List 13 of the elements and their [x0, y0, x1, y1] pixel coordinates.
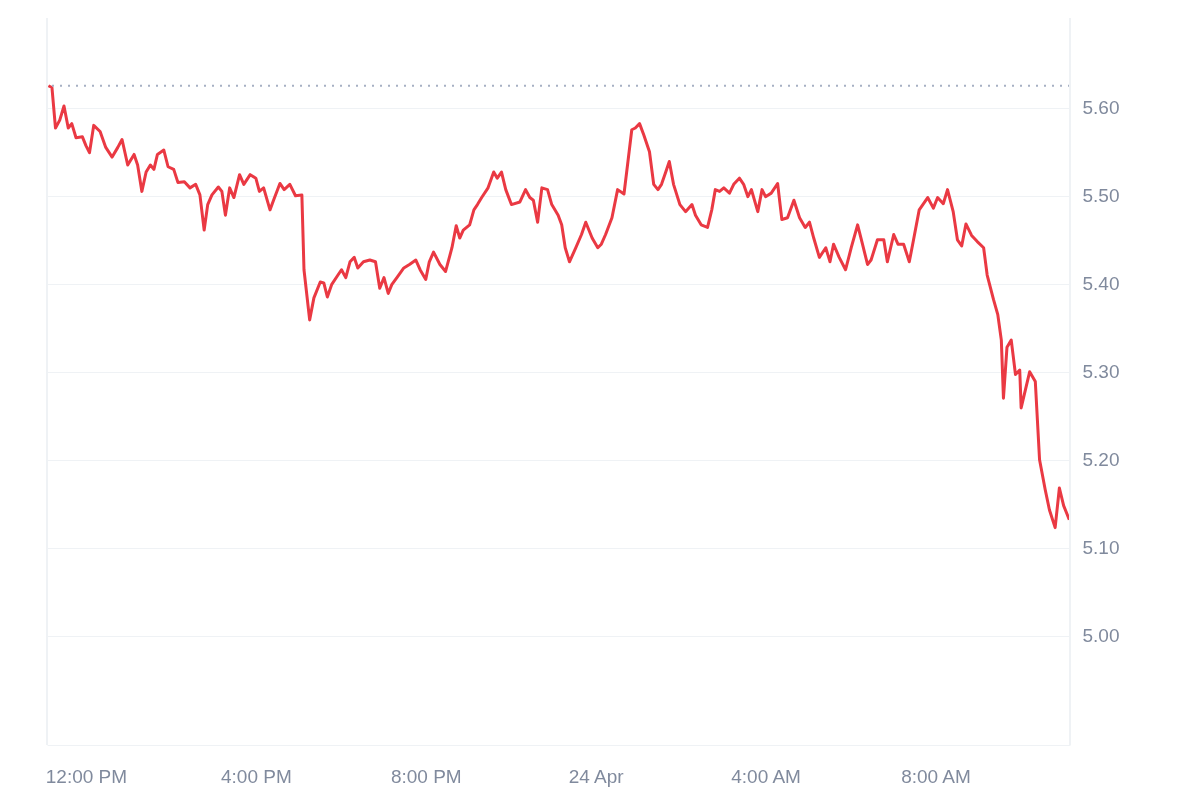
y-tick-label: 5.20	[1082, 449, 1120, 471]
y-tick-label: 5.10	[1082, 537, 1120, 559]
x-tick-label: 8:00 AM	[901, 765, 971, 787]
y-tick-label: 5.40	[1082, 273, 1120, 295]
y-tick-label: 5.50	[1082, 185, 1120, 207]
x-tick-label: 4:00 PM	[220, 765, 292, 787]
y-tick-label: 5.00	[1082, 625, 1120, 647]
y-tick-label: 5.30	[1082, 361, 1120, 383]
x-tick-label: 8:00 PM	[390, 765, 462, 787]
x-tick-label: 4:00 AM	[731, 765, 801, 787]
x-tick-label: 24 Apr	[568, 765, 625, 787]
x-tick-label: 12:00 PM	[45, 765, 128, 787]
y-tick-label: 5.60	[1082, 97, 1120, 119]
